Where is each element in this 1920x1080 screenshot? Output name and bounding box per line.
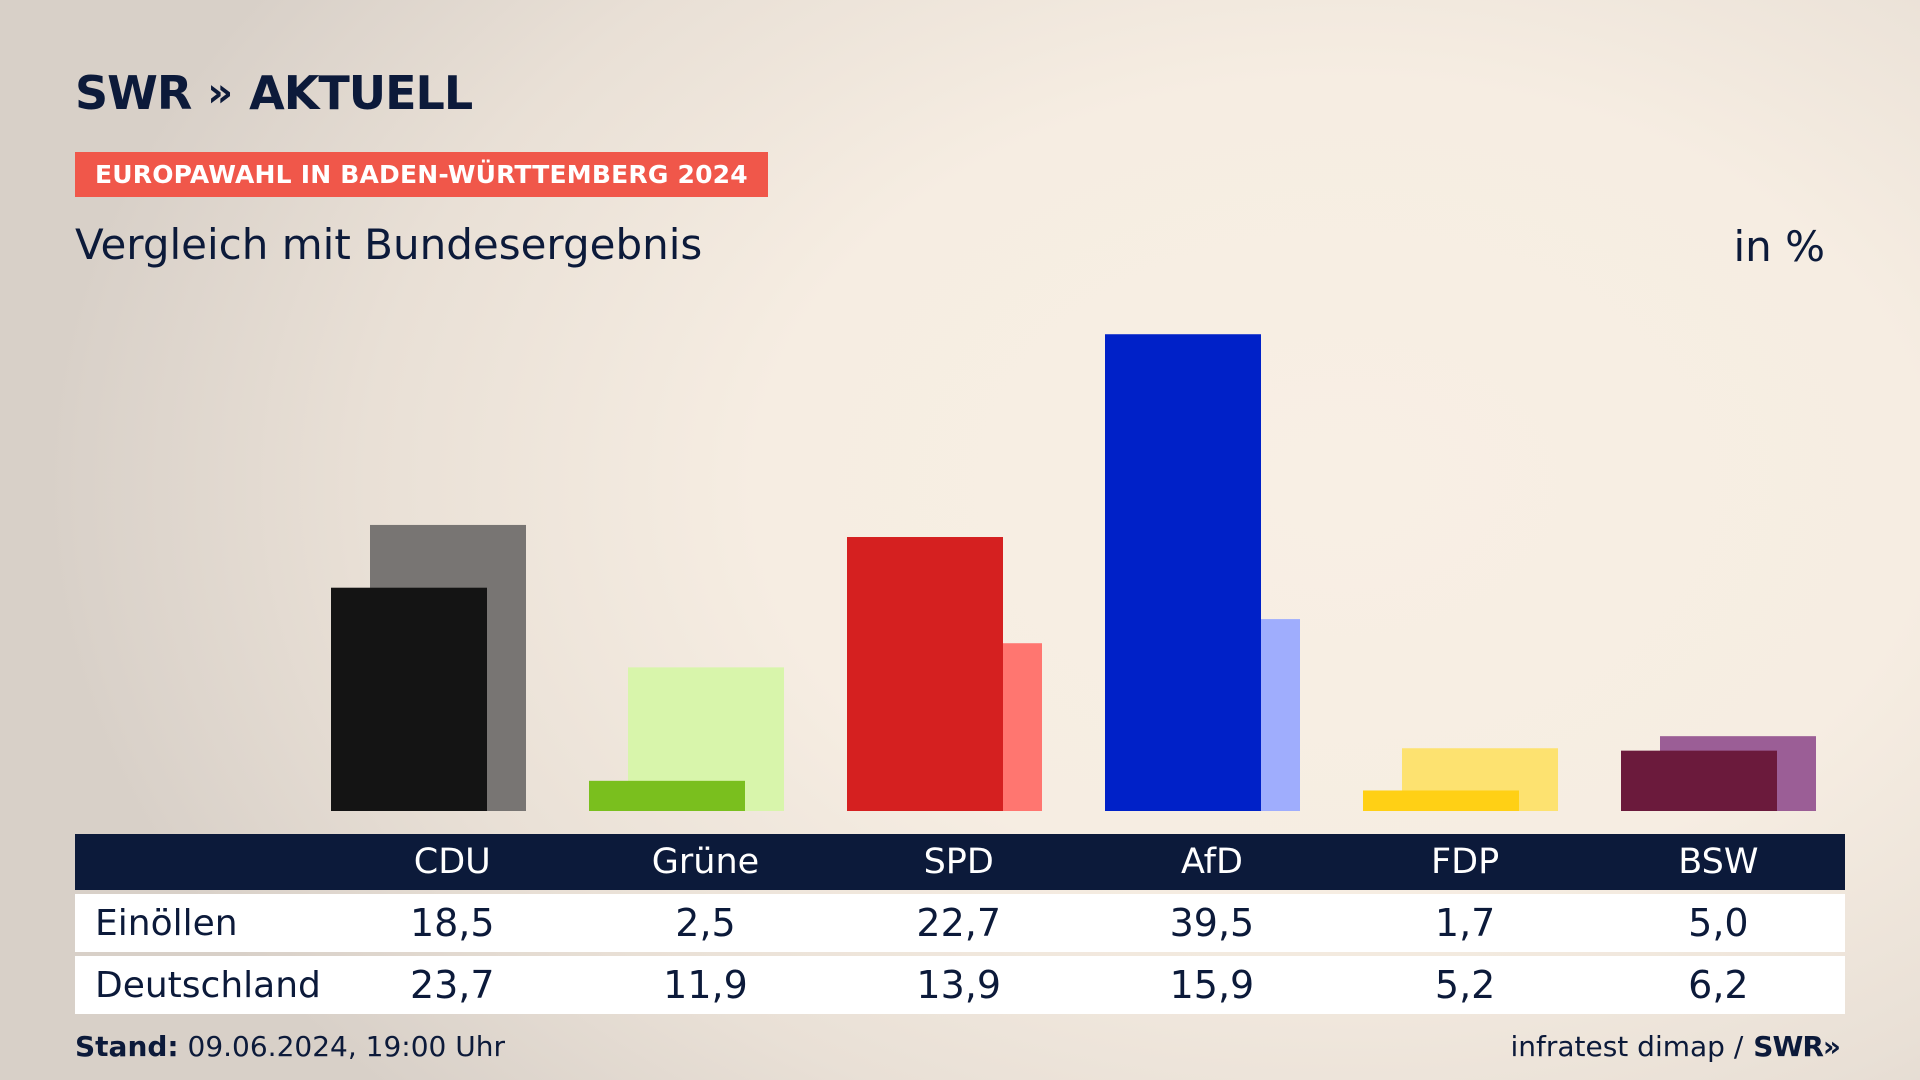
bar-fdp-region xyxy=(1363,790,1519,811)
party-label-fdp: FDP xyxy=(1431,842,1500,882)
swr-aktuell-logo: SWR » AKTUELL xyxy=(75,66,473,120)
chart-subtitle: Vergleich mit Bundesergebnis xyxy=(75,220,703,269)
value-fdp-region: 1,7 xyxy=(1434,901,1496,945)
value-spd-region: 22,7 xyxy=(916,901,1001,945)
party-label-grüne: Grüne xyxy=(651,842,760,882)
party-label-afd: AfD xyxy=(1180,842,1243,882)
source-text: infratest dimap / xyxy=(1510,1030,1744,1063)
value-cdu-deutschland: 23,7 xyxy=(409,963,495,1007)
source-credit: infratest dimap / SWR» xyxy=(1510,1030,1841,1063)
results-table: CDU Grüne SPD AfD FDP BSW Einöllen 18,5 2,5 22,… xyxy=(75,834,1845,1014)
row-label-germany: Deutschland xyxy=(95,964,321,1006)
bar-grüne-region xyxy=(589,780,745,811)
source-swr-logo: SWR» xyxy=(1753,1030,1841,1063)
source-swr-text: SWR xyxy=(1753,1030,1824,1063)
stand-value: 09.06.2024, 19:00 Uhr xyxy=(178,1030,505,1063)
value-spd-deutschland: 13,9 xyxy=(916,963,1001,1007)
value-cdu-region: 18,5 xyxy=(409,901,495,945)
election-tagline: EUROPAWAHL IN BADEN-WÜRTTEMBERG 2024 xyxy=(75,152,768,197)
row-label-region: Einöllen xyxy=(95,902,238,944)
value-bsw-region: 5,0 xyxy=(1688,901,1749,945)
value-afd-region: 39,5 xyxy=(1169,901,1255,945)
table-row: Einöllen 18,5 2,5 22,7 39,5 1,7 5,0 xyxy=(75,894,1845,952)
value-grüne-deutschland: 11,9 xyxy=(663,963,748,1007)
value-fdp-deutschland: 5,2 xyxy=(1434,963,1496,1007)
party-label-bsw: BSW xyxy=(1678,842,1759,882)
bar-bsw-region xyxy=(1621,750,1777,811)
unit-label: in % xyxy=(1733,222,1825,271)
table-header-row: CDU Grüne SPD AfD FDP BSW xyxy=(75,834,1845,890)
stand-label: Stand: xyxy=(75,1030,179,1063)
table-row: Deutschland 23,7 11,9 13,9 15,9 5,2 6,2 xyxy=(75,956,1845,1014)
value-afd-deutschland: 15,9 xyxy=(1169,963,1255,1007)
value-grüne-region: 2,5 xyxy=(675,901,736,945)
party-label-spd: SPD xyxy=(923,842,994,882)
bar-afd-region xyxy=(1105,334,1261,811)
party-label-cdu: CDU xyxy=(413,842,491,882)
source-chevron-icon: » xyxy=(1822,1030,1841,1063)
bar-chart xyxy=(331,334,1816,811)
bar-spd-region xyxy=(847,537,1003,811)
value-bsw-deutschland: 6,2 xyxy=(1688,963,1749,1007)
logo-swr-text: SWR xyxy=(75,66,192,120)
logo-aktuell-text: AKTUELL xyxy=(249,66,473,120)
bar-cdu-region xyxy=(331,587,487,811)
timestamp: Stand: 09.06.2024, 19:00 Uhr xyxy=(75,1030,505,1063)
